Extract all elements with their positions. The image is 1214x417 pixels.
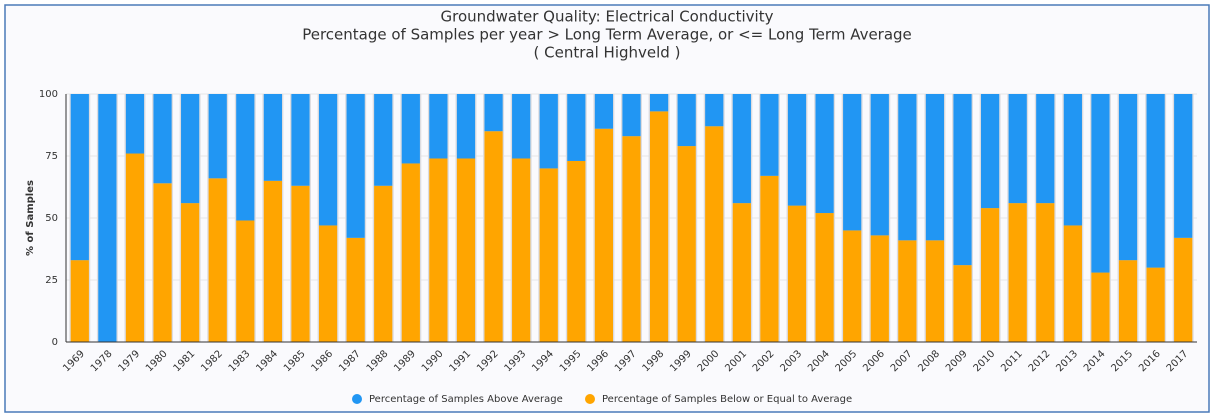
bar [263, 180, 282, 342]
bar [70, 94, 89, 261]
bar [484, 94, 503, 132]
y-tick-label: 100 [39, 89, 58, 100]
bar [429, 94, 448, 159]
bar [705, 126, 724, 343]
bar [181, 94, 200, 204]
bar [456, 158, 476, 342]
bar [456, 94, 476, 159]
bar [870, 235, 889, 342]
bar [1008, 94, 1027, 204]
bar [787, 94, 807, 206]
bar [263, 94, 282, 181]
bar [346, 94, 365, 238]
bar [318, 225, 338, 342]
bar [291, 94, 310, 186]
bar [1174, 237, 1193, 342]
bar [153, 94, 172, 184]
bar [374, 94, 393, 186]
bar [732, 94, 751, 204]
bar [815, 213, 834, 342]
bar [925, 240, 945, 342]
bar [539, 168, 558, 342]
bar [705, 94, 724, 127]
bar [981, 208, 1000, 342]
y-tick-label: 75 [45, 151, 58, 162]
bar [70, 260, 89, 342]
y-tick-label: 25 [45, 275, 58, 286]
y-axis-label: % of Samples [25, 180, 36, 256]
bar [401, 163, 420, 342]
bar [622, 94, 641, 137]
chart-title: Groundwater Quality: Electrical Conducti… [440, 8, 773, 26]
bar [594, 128, 614, 342]
bar [125, 153, 145, 342]
bar [953, 94, 972, 266]
legend-marker [352, 394, 362, 404]
bar [512, 158, 531, 342]
bar [925, 94, 945, 241]
bar [1146, 267, 1165, 342]
bar [318, 94, 338, 226]
bar [953, 265, 972, 342]
y-tick-label: 0 [52, 337, 58, 348]
bar [484, 131, 503, 342]
bar [539, 94, 558, 169]
legend-label: Percentage of Samples Below or Equal to … [602, 394, 852, 405]
bar [401, 94, 420, 164]
bar [429, 158, 448, 342]
bar [346, 237, 365, 342]
bar [677, 146, 696, 342]
bar [208, 94, 227, 179]
bar [1091, 94, 1110, 273]
bar [622, 136, 641, 342]
bar [760, 94, 779, 176]
legend-marker [585, 394, 595, 404]
bar [1063, 94, 1082, 226]
y-tick-label: 50 [45, 213, 58, 224]
bar [981, 94, 1000, 209]
bar [181, 203, 200, 342]
bar [898, 94, 917, 241]
bar [512, 94, 531, 159]
bar [374, 185, 393, 342]
bar [787, 205, 807, 342]
bar [1036, 94, 1055, 204]
bar [594, 94, 614, 129]
bar [567, 160, 586, 342]
bar [567, 94, 586, 161]
bar [1008, 203, 1027, 342]
bar [649, 111, 669, 342]
bar [732, 203, 751, 342]
bar [125, 94, 145, 154]
bar [677, 94, 696, 147]
bar [1146, 94, 1165, 268]
bar [291, 185, 310, 342]
bar [153, 183, 172, 342]
bar [236, 94, 255, 221]
bar [236, 220, 255, 342]
bar [815, 94, 834, 214]
legend-label: Percentage of Samples Above Average [369, 394, 563, 405]
bar [649, 94, 669, 112]
bar [1174, 94, 1193, 238]
bar [1063, 225, 1082, 342]
bar [1118, 260, 1138, 342]
bar [843, 94, 862, 231]
chart-region: ( Central Highveld ) [534, 44, 681, 62]
bar [1036, 203, 1055, 342]
bar [898, 240, 917, 342]
bar [1118, 94, 1138, 261]
bar [1091, 272, 1110, 342]
bar [843, 230, 862, 342]
chart-subtitle: Percentage of Samples per year > Long Te… [302, 26, 912, 44]
bar [208, 178, 227, 342]
bar [98, 94, 117, 342]
bar [870, 94, 889, 236]
bar [760, 175, 779, 342]
